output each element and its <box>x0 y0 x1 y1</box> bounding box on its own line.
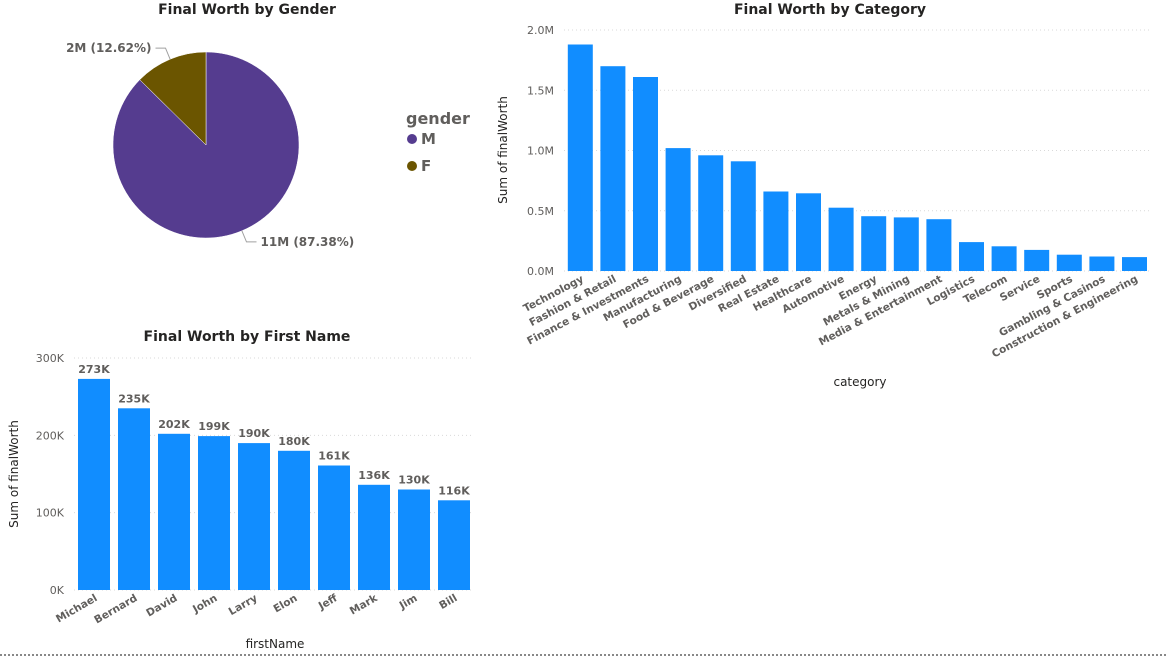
firstname-bar-bernard[interactable] <box>118 408 150 590</box>
category-chart-title: Final Worth by Category <box>734 2 926 18</box>
firstname-data-label-elon: 180K <box>278 435 310 448</box>
category-bar-healthcare[interactable] <box>796 193 821 271</box>
category-bar-technology[interactable] <box>567 44 593 272</box>
category-y-tick-label: 1.0M <box>527 145 554 158</box>
firstname-x-tick-label-jim: Jim <box>397 592 420 612</box>
category-bar-gambling-and-casinos[interactable] <box>1089 256 1115 272</box>
firstname-y-tick-label: 200K <box>36 429 65 442</box>
report-page-border <box>0 654 1166 656</box>
pie-data-label-m: 11M (87.38%) <box>261 235 355 249</box>
gender-pie-visual: Final Worth by Gender 11M (87.38%) 2M (12… <box>0 0 490 300</box>
firstname-data-label-john: 199K <box>198 420 230 433</box>
firstname-data-label-david: 202K <box>158 418 190 431</box>
firstname-bar-jeff[interactable] <box>318 465 350 591</box>
category-bar-service[interactable] <box>1024 249 1050 271</box>
firstname-x-tick-label-elon: Elon <box>271 592 299 615</box>
category-y-tick-label: 0.5M <box>527 205 554 218</box>
legend-marker-f <box>407 161 417 171</box>
firstname-x-tick-label-john: John <box>190 592 219 616</box>
firstname-bar-david[interactable] <box>158 433 190 590</box>
category-x-axis-title: category <box>833 375 886 389</box>
firstname-x-tick-label-larry: Larry <box>227 592 260 618</box>
firstname-bar-mark[interactable] <box>358 484 390 590</box>
firstname-x-tick-label-michael: Michael <box>54 592 99 625</box>
pie-slice-m[interactable] <box>112 51 300 239</box>
category-bar-sports[interactable] <box>1056 254 1082 271</box>
legend-item-m[interactable]: M <box>421 130 436 148</box>
firstname-data-label-bernard: 235K <box>118 392 150 405</box>
firstname-data-label-jim: 130K <box>398 474 430 487</box>
category-bar-real-estate[interactable] <box>763 191 789 272</box>
category-bar-finance-and-investments[interactable] <box>633 77 658 271</box>
firstname-bar-john[interactable] <box>198 436 230 590</box>
category-bar-logistics[interactable] <box>959 242 984 271</box>
firstname-x-tick-label-bernard: Bernard <box>92 592 139 626</box>
firstname-x-tick-label-jeff: Jeff <box>316 592 340 613</box>
category-bar-automotive[interactable] <box>828 207 854 271</box>
firstname-x-tick-label-bill: Bill <box>437 592 459 612</box>
firstname-bar-bill[interactable] <box>438 500 470 590</box>
pie-leader-line-m <box>241 230 257 243</box>
legend-marker-m <box>407 134 417 144</box>
category-bar-chart: Final Worth by Category 0.0M 0.5M 1.0M 1.5M… <box>496 2 1151 389</box>
pie-leader-line-f <box>155 47 171 60</box>
category-bar-diversified[interactable] <box>730 161 756 271</box>
category-bar-media-and-entertainment[interactable] <box>926 219 952 271</box>
firstname-bar-larry[interactable] <box>238 443 270 590</box>
category-bar-food-and-beverage[interactable] <box>698 155 724 271</box>
firstname-data-label-bill: 116K <box>438 484 470 497</box>
category-bar-telecom[interactable] <box>991 246 1017 271</box>
category-bar-energy[interactable] <box>861 216 887 271</box>
firstname-data-label-larry: 190K <box>238 427 270 440</box>
firstname-bar-visual: Final Worth by First Name 0K 100K 200K 300K… <box>0 322 490 658</box>
firstname-bar-chart: Final Worth by First Name 0K 100K 200K 300K… <box>7 329 474 651</box>
gender-legend-title: gender <box>406 109 470 128</box>
firstname-data-label-jeff: 161K <box>318 450 350 463</box>
legend-item-f[interactable]: F <box>421 157 431 175</box>
category-bar-construction-and-engineering[interactable] <box>1122 257 1147 271</box>
firstname-y-axis-title: Sum of finalWorth <box>7 420 21 528</box>
firstname-x-tick-label-david: David <box>144 592 179 619</box>
firstname-data-label-michael: 273K <box>78 363 110 376</box>
firstname-bar-jim[interactable] <box>398 489 430 591</box>
firstname-y-tick-label: 300K <box>36 352 65 365</box>
category-bar-visual: Final Worth by Category 0.0M 0.5M 1.0M 1.5M… <box>490 0 1166 400</box>
category-y-axis-title: Sum of finalWorth <box>496 96 510 204</box>
gender-pie-chart: Final Worth by Gender 11M (87.38%) 2M (12… <box>66 2 470 249</box>
firstname-data-label-mark: 136K <box>358 469 390 482</box>
category-bar-manufacturing[interactable] <box>665 148 691 271</box>
pie-slice-f[interactable] <box>139 51 207 146</box>
category-y-tick-label: 0.0M <box>527 265 554 278</box>
firstname-chart-title: Final Worth by First Name <box>144 329 351 345</box>
firstname-x-axis-title: firstName <box>246 637 305 651</box>
firstname-y-tick-label: 0K <box>50 584 65 597</box>
firstname-bar-elon[interactable] <box>278 450 310 590</box>
category-y-tick-label: 2.0M <box>527 24 554 37</box>
category-bar-fashion-and-retail[interactable] <box>600 66 626 271</box>
category-y-tick-label: 1.5M <box>527 84 554 97</box>
firstname-y-tick-label: 100K <box>36 507 65 520</box>
gender-pie-title: Final Worth by Gender <box>158 2 336 18</box>
firstname-x-tick-label-mark: Mark <box>348 592 381 618</box>
firstname-bar-michael[interactable] <box>78 378 110 590</box>
category-bar-metals-and-mining[interactable] <box>893 217 919 271</box>
pie-data-label-f: 2M (12.62%) <box>66 41 151 55</box>
